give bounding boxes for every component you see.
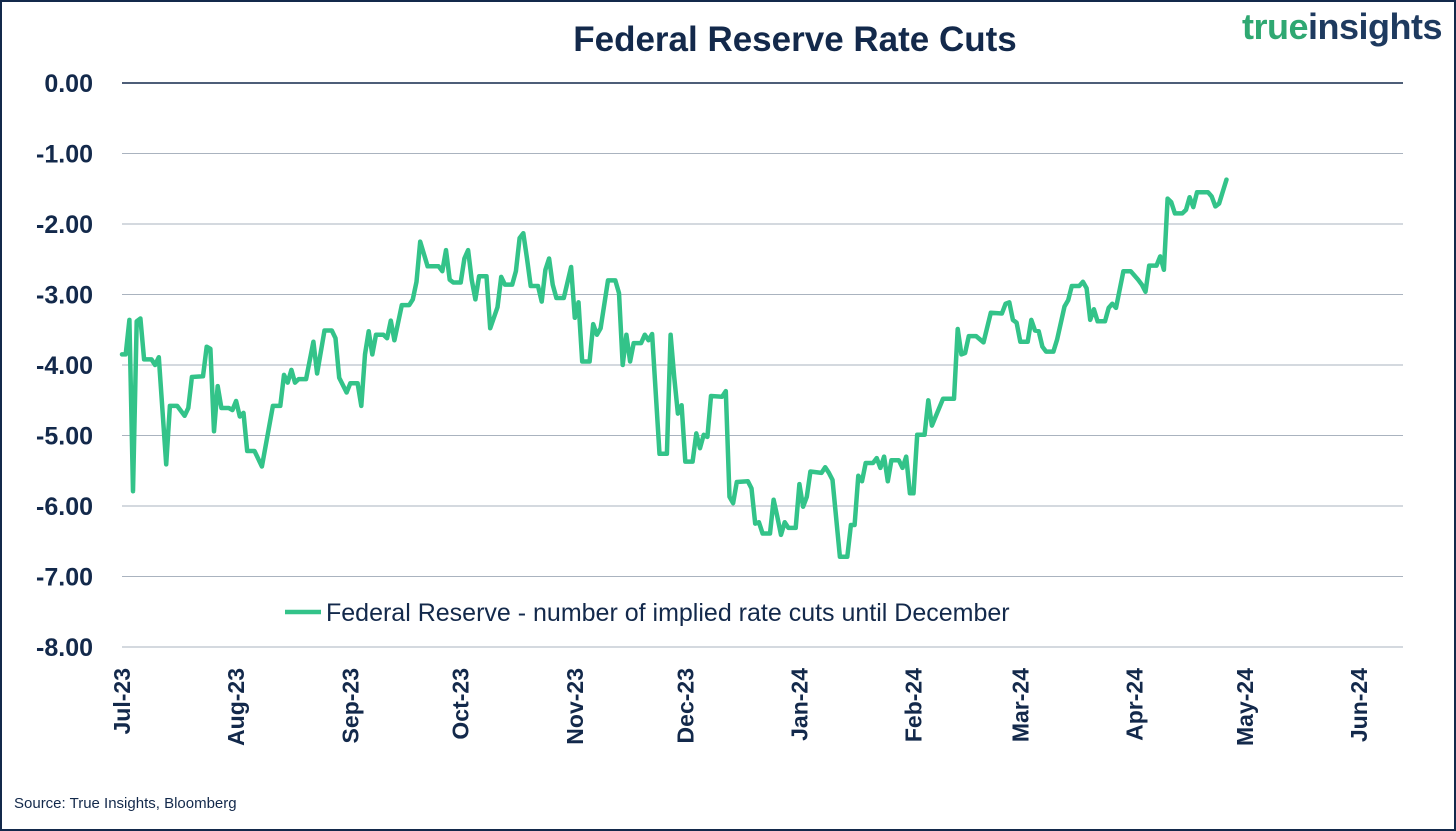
logo-part-true: true [1241,6,1309,47]
x-tick-label: Feb-24 [901,668,927,742]
y-tick-label: -1.00 [36,141,93,169]
x-tick-label: Sep-23 [337,668,363,743]
x-tick-label: Jun-24 [1346,668,1372,742]
y-tick-label: -6.00 [36,493,93,521]
y-tick-label: -5.00 [36,423,93,451]
x-tick-label: Nov-23 [562,668,588,745]
x-tick-label: Mar-24 [1007,668,1033,742]
x-tick-label: Apr-24 [1121,668,1147,741]
logo-part-insights: insights [1307,6,1443,47]
y-axis-ticks: 0.00 -1.00 -2.00 -3.00 -4.00 -5.00 -6.00 -7.00 -… [36,70,93,662]
chart-title: Federal Reserve Rate Cuts [573,20,1017,59]
true-insights-logo: trueinsights [1241,6,1443,48]
y-tick-label: 0.00 [44,70,93,98]
legend-label: Federal Reserve - number of implied rate… [326,599,1010,627]
series-line [119,177,1229,560]
source-note: Source: True Insights, Bloomberg [14,795,237,812]
x-tick-label: Jul-23 [109,668,135,734]
y-tick-label: -8.00 [36,634,93,662]
x-tick-label: Oct-23 [448,668,474,740]
x-tick-label: Jan-24 [786,668,812,741]
x-tick-label: May-24 [1232,668,1258,746]
y-tick-label: -2.00 [36,211,93,239]
gridlines [122,82,1403,648]
legend: Federal Reserve - number of implied rate… [285,599,1010,627]
y-tick-label: -3.00 [36,282,93,310]
x-tick-label: Aug-23 [223,668,249,746]
x-tick-label: Dec-23 [672,668,698,743]
y-tick-label: -4.00 [36,352,93,380]
y-tick-label: -7.00 [36,564,93,592]
x-axis-ticks: Jul-23 Aug-23 Sep-23 Oct-23 Nov-23 Dec-23 Jan-… [109,668,1372,746]
